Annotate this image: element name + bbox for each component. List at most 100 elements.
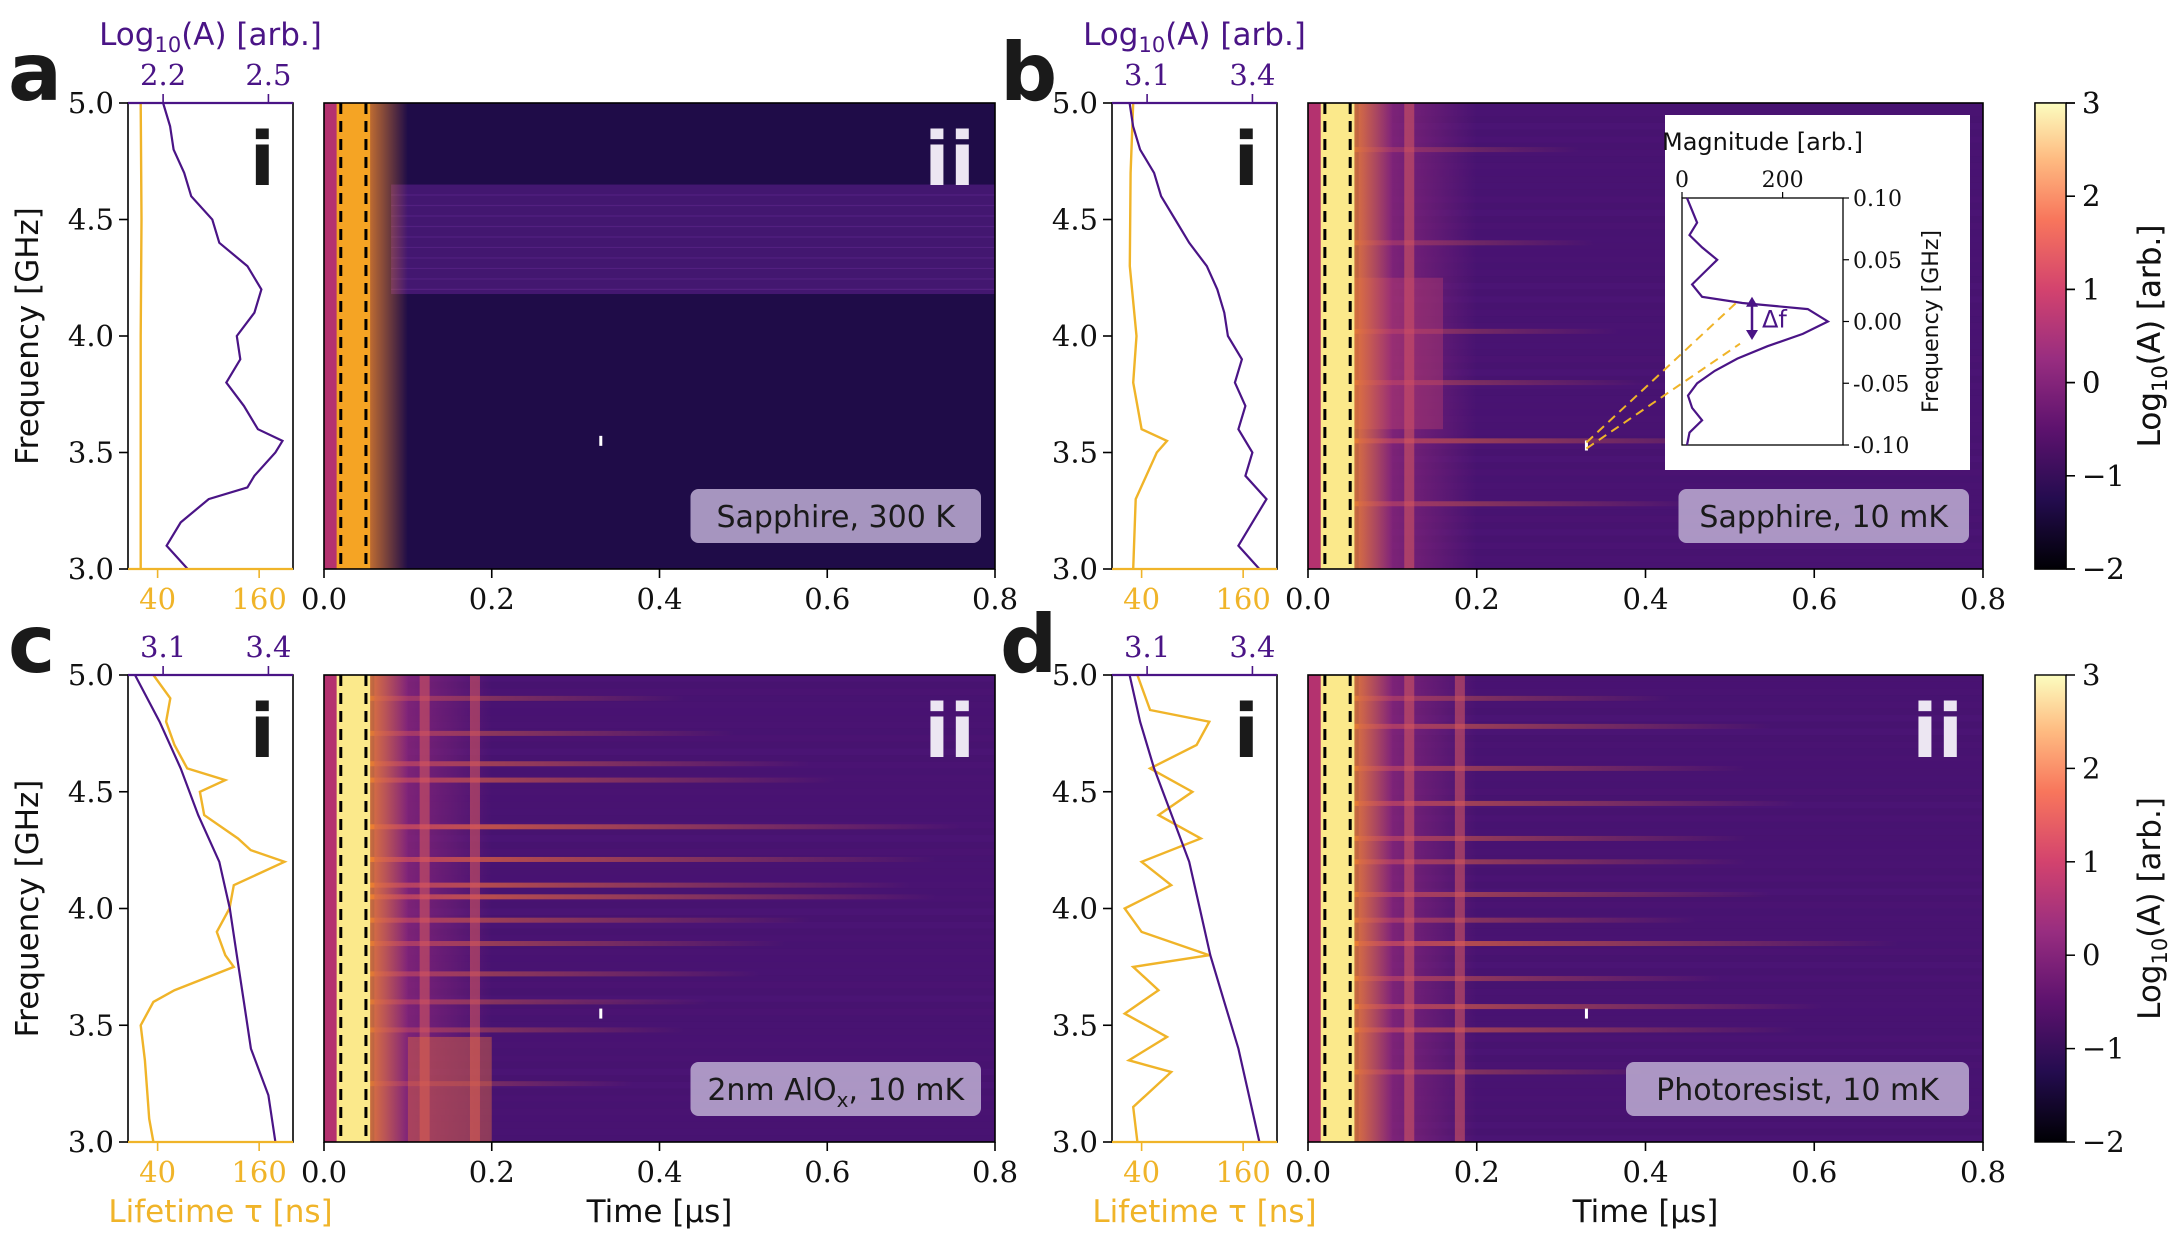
sample-tag-background [1626,1062,1969,1116]
bottom-tick-label: 40 [1123,582,1160,616]
x-tick-label: 0.0 [301,1155,347,1189]
heatmap-texture-row [407,755,995,762]
x-tick-label: 0.8 [972,582,1018,616]
panel-d: d ii Photoresist, 10 mK 0.0 0.2 0.4 0.6 0.8 Time… [1000,598,2006,1230]
y-tick-label: 3.5 [68,1008,114,1042]
heatmap-ringdown-band [365,777,836,783]
bottom-axis-label: Lifetime τ [ns] [1092,1194,1316,1230]
heatmap-texture-row [407,1035,995,1042]
heatmap-texture-row [1392,815,1983,822]
heatmap-texture-row [1392,741,1983,749]
top-tick-label: 3.4 [245,630,291,664]
inset-x-label: Magnitude [arb.] [1662,128,1863,156]
bottom-tick-label: 40 [139,1155,176,1189]
x-tick-label: 0.2 [469,1155,515,1189]
heatmap-ringdown-band [1350,835,1747,841]
heatmap-ringdown-band [365,1081,635,1087]
bottom-tick-label: 40 [1123,1155,1160,1189]
heatmap-echo-column [1404,675,1415,1142]
heatmap-texture-row [407,828,995,836]
heatmap-texture-row [407,1028,995,1036]
colorbar-tick-label: 3 [2082,658,2100,692]
heatmap-texture-row [407,1041,995,1049]
heatmap-ringdown-band [1350,800,1798,806]
bottom-axis-label: Lifetime τ [ns] [108,1194,332,1230]
lifetime-curve [139,674,288,1143]
inset-y-tick-label: 0.05 [1853,249,1902,274]
heatmap-texture-row [1392,948,1983,956]
heatmap-texture-row [1392,881,1983,889]
x-tick-label: 0.2 [1454,1155,1500,1189]
heatmap-ringdown-band [365,882,912,888]
bottom-tick-label: 40 [139,582,176,616]
heatmap-texture-row [407,1055,995,1062]
heatmap-texture-row [407,768,995,776]
colorbar-tick-label: 0 [2082,366,2100,400]
heatmap-texture-row [1392,781,1983,789]
side-plot-background [128,103,293,569]
time-marker [1584,440,1588,451]
heatmap-echo-column [469,675,480,1142]
x-tick-label: 0.6 [804,582,850,616]
y-tick-label: 4.5 [1052,203,1098,237]
heatmap-texture-row [407,788,995,796]
heatmap-ringdown-band [365,971,761,977]
x-tick-label: 0.6 [804,1155,850,1189]
heatmap-texture-row [407,901,995,909]
y-tick-label: 4.5 [68,775,114,809]
x-tick-label: 0.8 [1960,1155,2006,1189]
heatmap-texture-row [407,1128,995,1136]
y-tick-label: 3.0 [68,552,114,586]
heatmap-texture-row [407,1121,995,1129]
heatmap-texture-row [1392,562,1983,569]
amplitude-curve [1128,102,1268,570]
subpanel-label-ii: ii [924,689,975,775]
heatmap-texture-row [1392,935,1983,942]
subpanel-label-ii: ii [1912,689,1963,775]
x-tick-label: 0.6 [1791,582,1837,616]
heatmap-ringdown-band [1350,438,1773,444]
heatmap-texture-row [407,988,995,996]
heatmap-ringdown-band [1350,380,1646,386]
y-tick-label: 4.0 [1052,892,1098,926]
lifetime-curve [1122,674,1212,1143]
heatmap-texture-row [407,888,995,896]
x-tick-label: 0.4 [1622,582,1668,616]
heatmap-ringdown-band [365,695,685,701]
heatmap-ringdown-band [365,824,962,830]
heatmap-texture-row [407,928,995,936]
sample-tag-label: Photoresist, 10 mK [1656,1073,1940,1108]
colorbar-bottom: 3 2 1 0 −1 −2 Log10(A) [arb.] [2034,658,2172,1159]
heatmap-texture-row [407,815,995,822]
heatmap-texture-row [407,748,995,756]
side-plot-a: i 3.0 3.5 4.0 4.5 5.0 Frequency [GHz] 2.2 2.5Log… [10,17,322,616]
heatmap-texture-row [1392,688,1983,696]
heatmap-ringdown-band [365,730,735,736]
inset-connector [1585,298,1741,444]
x-axis-label: Time [μs] [586,1194,733,1230]
lifetime-curve [1128,102,1169,570]
inset-b: 0 200 Magnitude [arb.] -0.10 -0.05 0.00 0.05 0.… [1585,115,1970,470]
heatmap-texture-row [1392,795,1983,802]
inset-x-tick-label: 200 [1762,168,1804,193]
heatmap-texture-row [407,935,995,942]
x-tick-label: 0.8 [1960,582,2006,616]
bottom-tick-label: 160 [231,1155,286,1189]
heatmap-texture-row [407,1135,995,1142]
panel-letter-b: b [1000,26,1057,119]
heatmap-texture-row [1392,901,1983,909]
heatmap-texture-row [407,948,995,956]
heatmap-texture-row [1392,103,1983,110]
heatmap-texture-row [407,1008,995,1016]
colorbar-tick-label: 0 [2082,938,2100,972]
arrow-head [1746,296,1758,307]
subpanel-label-i: i [250,117,275,203]
heatmap-texture-row [1392,748,1983,756]
heatmap-echo-column [1404,103,1415,569]
colorbar-tick-label: −2 [2082,552,2125,586]
heatmap-ringdown-band [1350,891,1773,897]
inset-y-tick-label: 0.00 [1853,311,1902,336]
heatmap-ringdown-band [365,999,710,1005]
